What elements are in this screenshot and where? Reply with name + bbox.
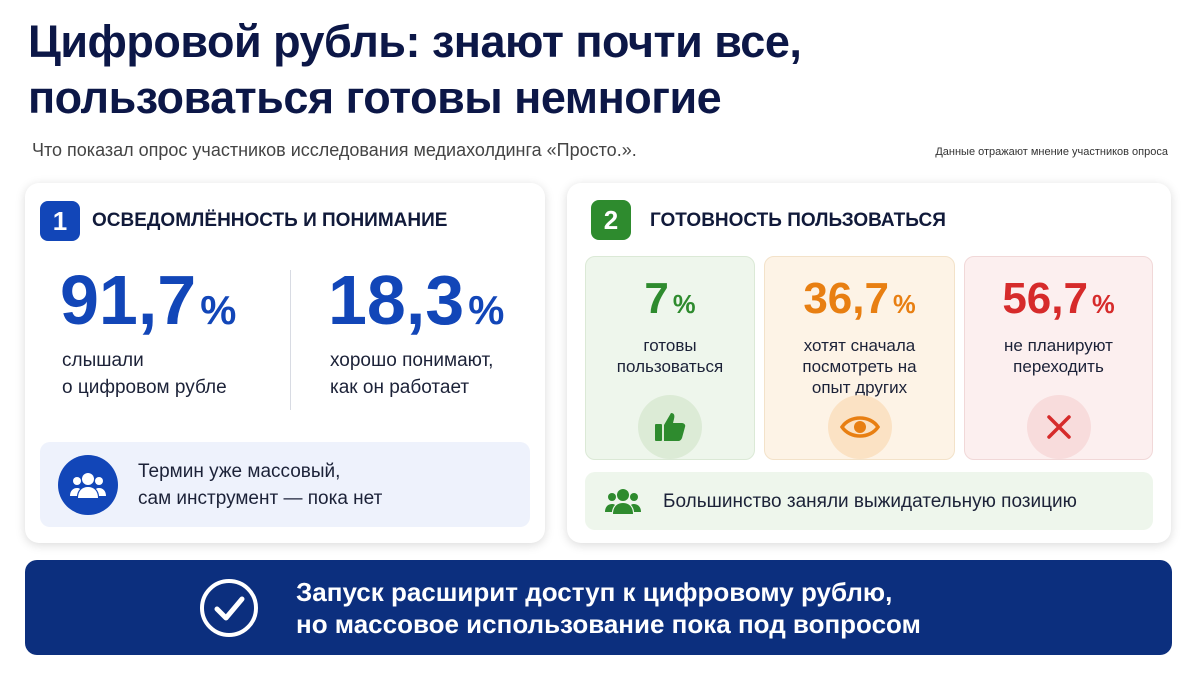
eye-glyph xyxy=(839,416,880,438)
people-glyph xyxy=(70,473,106,498)
stat-label: хорошо понимают, как он работает xyxy=(330,350,494,398)
stat-value: 36,7% xyxy=(765,277,954,321)
title: Цифровой рубль: знают почти все, пользов… xyxy=(28,16,802,123)
callout-text: Термин уже массовый, сам инструмент — по… xyxy=(138,461,383,509)
conclusion-text: Запуск расширит доступ к цифровому рублю… xyxy=(296,577,921,639)
stat-label: не планируют переходить xyxy=(1004,336,1113,376)
people-icon xyxy=(58,455,118,515)
section-heading: ОСВЕДОМЛЁННОСТЬ И ПОНИМАНИЕ xyxy=(92,210,448,231)
section-heading: ГОТОВНОСТЬ ПОЛЬЗОВАТЬСЯ xyxy=(650,210,946,231)
stat-number: 7 xyxy=(644,274,669,323)
stat-panel: 56,7% не планируют переходить xyxy=(964,256,1153,460)
cross-glyph xyxy=(1046,415,1071,439)
stat-value: 18,3% xyxy=(328,265,504,335)
stat-value: 56,7% xyxy=(965,277,1152,321)
stat-panel: 7% готовы пользоваться xyxy=(585,256,755,460)
stat-unit: % xyxy=(892,291,916,319)
stat-unit: % xyxy=(672,291,696,319)
check-icon xyxy=(200,579,258,637)
stat-panel: 36,7% хотят сначала посмотреть на опыт д… xyxy=(764,256,955,460)
people-icon xyxy=(605,489,641,514)
stat-unit: % xyxy=(1091,291,1115,319)
thumbs-up-glyph xyxy=(655,413,686,441)
section-number: 2 xyxy=(591,200,631,240)
thumbs-up-icon xyxy=(638,395,702,459)
callout-box: Большинство заняли выжидательную позицию xyxy=(585,472,1153,530)
note: Данные отражают мнение участников опроса xyxy=(935,146,1168,158)
conclusion-banner: Запуск расширит доступ к цифровому рублю… xyxy=(25,560,1172,655)
stat-number: 91,7 xyxy=(60,261,197,339)
awareness-card: 1 ОСВЕДОМЛЁННОСТЬ И ПОНИМАНИЕ 91,7% слыш… xyxy=(25,183,545,543)
cross-icon xyxy=(1026,395,1091,459)
callout-text: Большинство заняли выжидательную позицию xyxy=(663,491,1077,512)
stat-number: 18,3 xyxy=(328,261,465,339)
stat-unit: % xyxy=(200,287,237,333)
stat-label: хотят сначала посмотреть на опыт других xyxy=(802,336,917,397)
callout-box: Термин уже массовый, сам инструмент — по… xyxy=(40,442,530,527)
stat-value: 91,7% xyxy=(60,265,236,335)
eye-icon xyxy=(827,395,892,459)
readiness-card: 2 ГОТОВНОСТЬ ПОЛЬЗОВАТЬСЯ 7% готовы поль… xyxy=(567,183,1171,543)
stat-unit: % xyxy=(468,287,505,333)
subtitle: Что показал опрос участников исследовани… xyxy=(32,140,637,160)
stat-value: 7% xyxy=(586,277,754,321)
stat-number: 36,7 xyxy=(803,274,889,323)
stat-label: слышали о цифровом рубле xyxy=(62,350,227,398)
stat-label: готовы пользоваться xyxy=(616,336,724,376)
stat-number: 56,7 xyxy=(1002,274,1088,323)
divider xyxy=(290,270,291,410)
section-number: 1 xyxy=(40,201,80,241)
